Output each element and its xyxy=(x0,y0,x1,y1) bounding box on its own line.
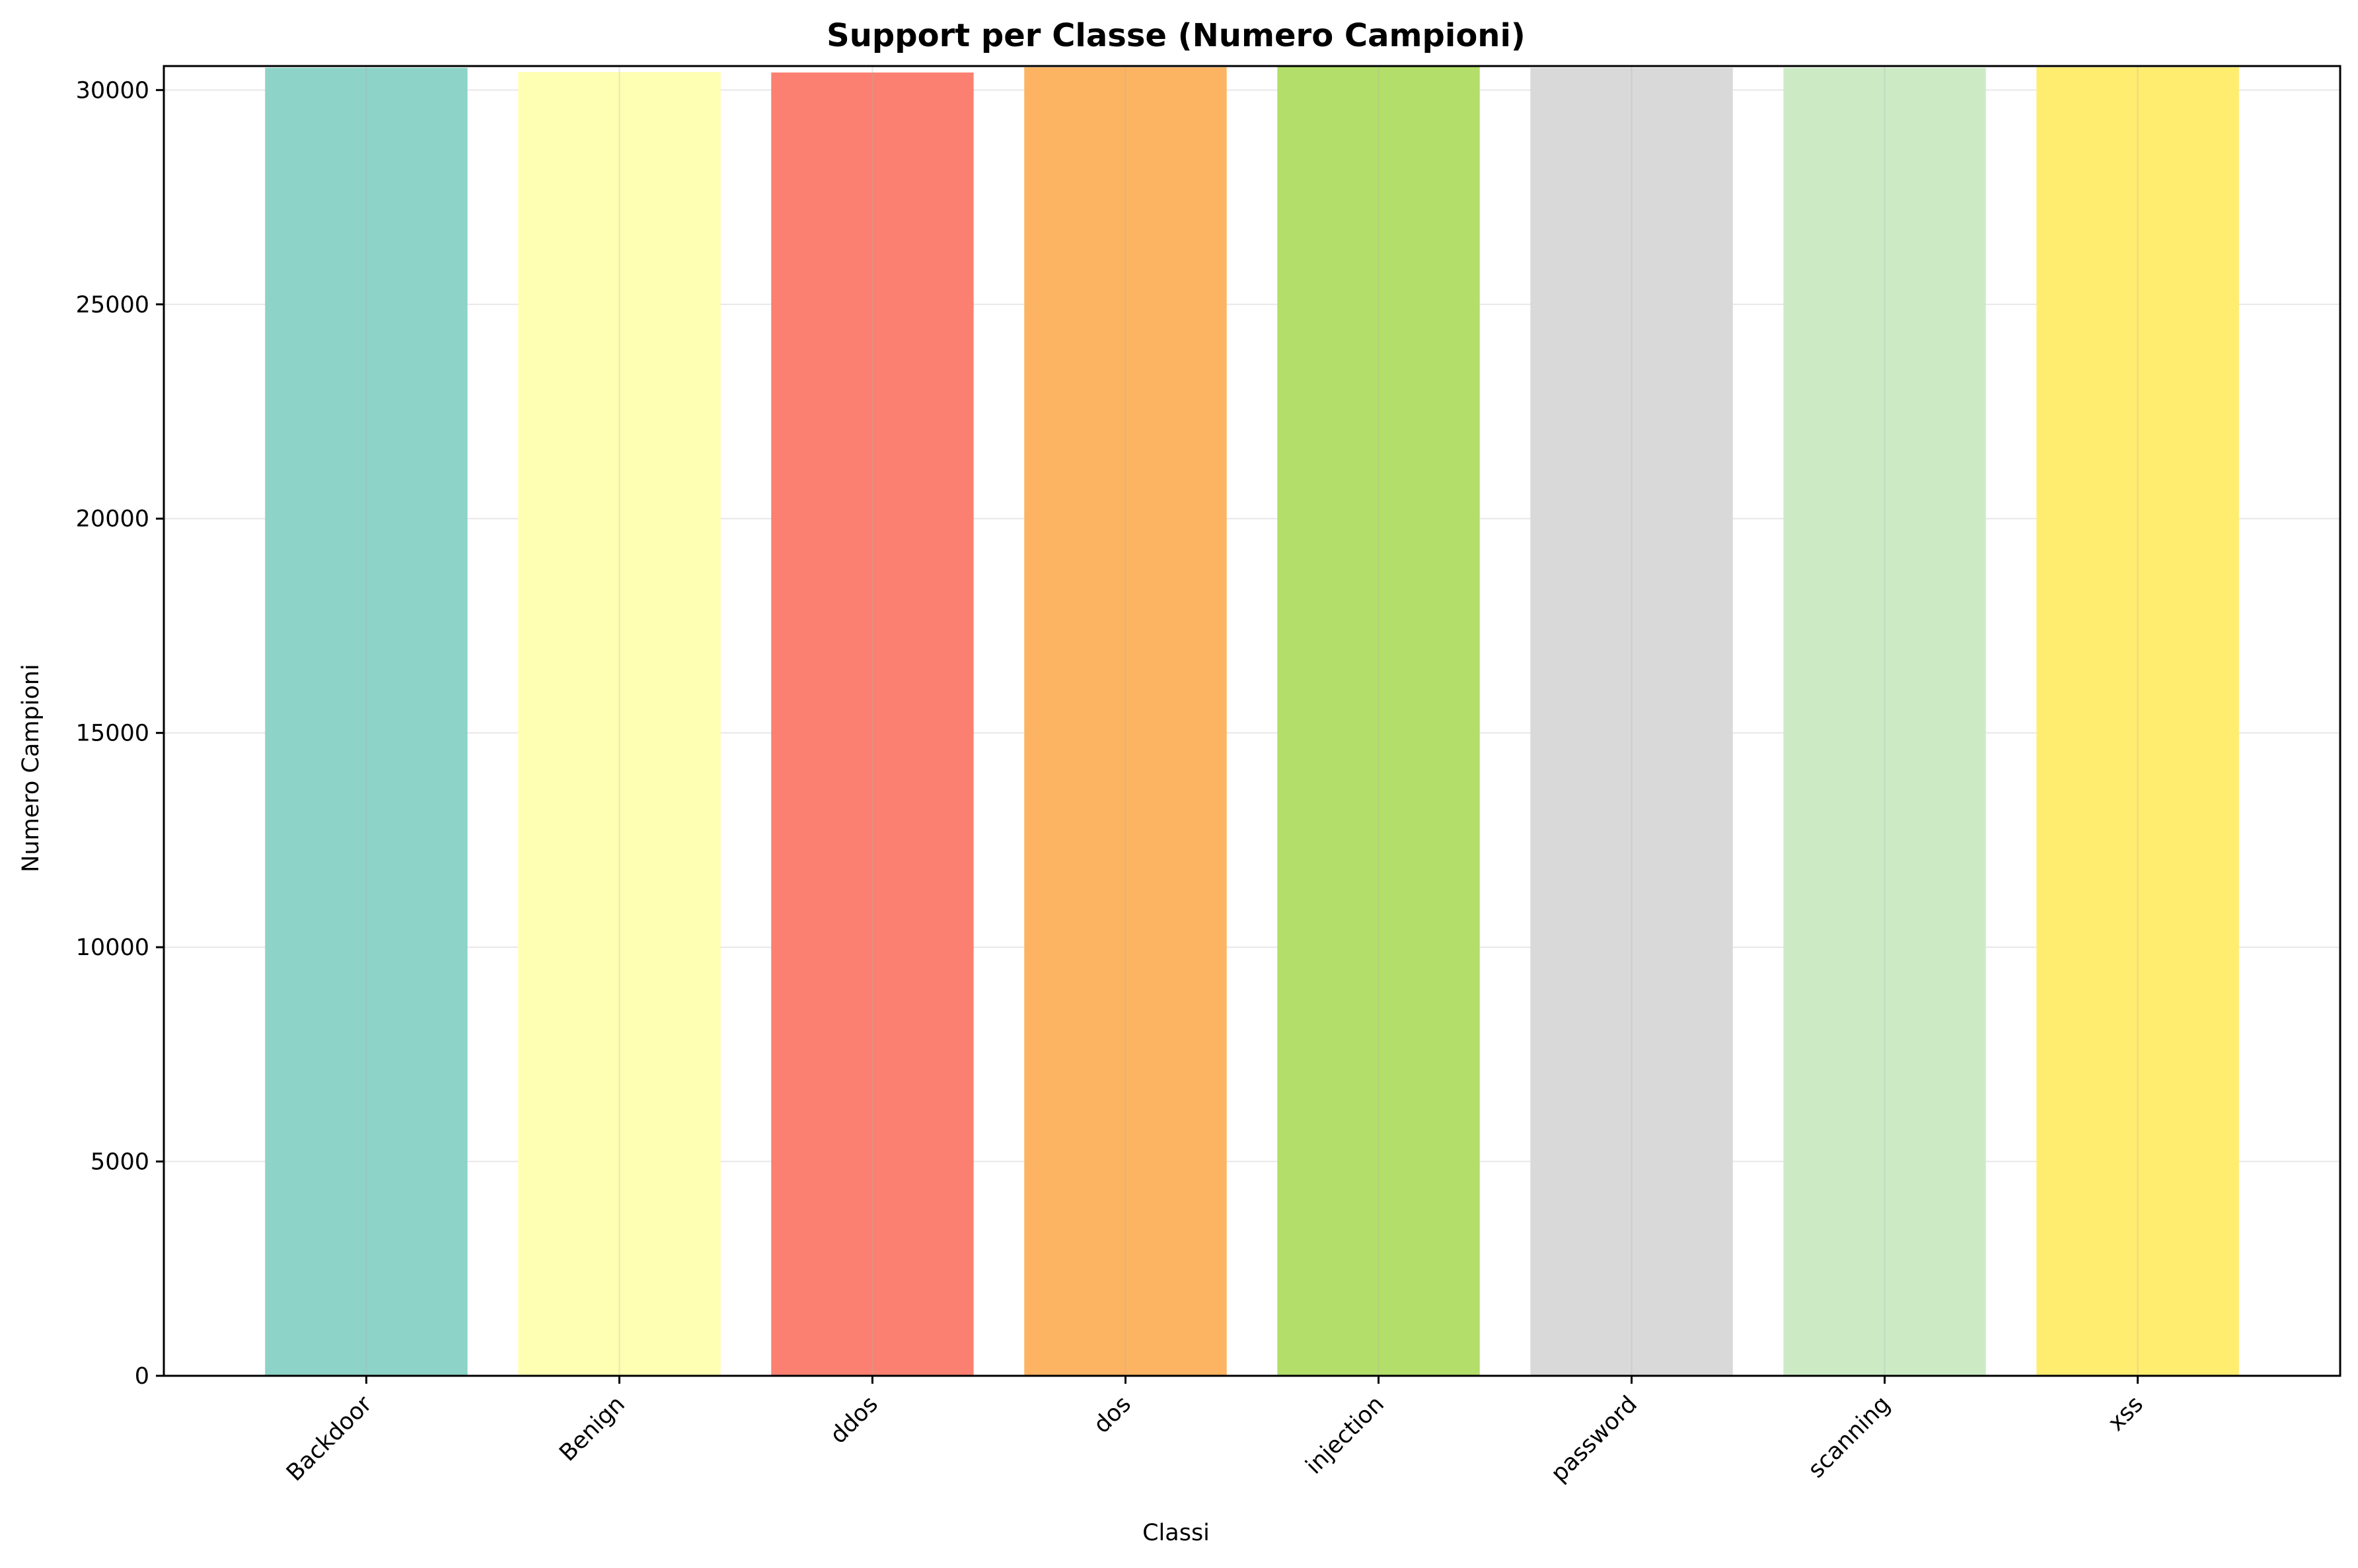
y-tick-label: 5000 xyxy=(91,1149,149,1176)
bar-injection xyxy=(1277,66,1480,1376)
bar-scanning xyxy=(1783,67,1986,1376)
bar-ddos xyxy=(771,72,974,1376)
y-axis-label: Numero Campioni xyxy=(18,664,44,872)
y-axis: 0 5000 10000 15000 20000 25000 30000 xyxy=(76,77,164,1390)
plot-frame xyxy=(163,65,2341,1377)
bar-backdoor xyxy=(265,67,468,1376)
y-tick-label: 30000 xyxy=(76,77,149,104)
bar-xss xyxy=(2036,67,2239,1376)
x-axis-label: Classi xyxy=(1142,1520,1210,1546)
bars xyxy=(265,66,2239,1376)
chart-title: Support per Classe (Numero Campioni) xyxy=(827,17,1526,54)
y-tick-label: 25000 xyxy=(76,292,149,318)
bar-dos xyxy=(1024,67,1227,1376)
y-tick-label: 20000 xyxy=(76,506,149,532)
y-tick-label: 0 xyxy=(135,1363,149,1390)
bar-password xyxy=(1530,67,1733,1376)
y-tick-label: 15000 xyxy=(76,721,149,747)
y-tick-label: 10000 xyxy=(76,935,149,961)
bar-benign xyxy=(518,72,721,1376)
